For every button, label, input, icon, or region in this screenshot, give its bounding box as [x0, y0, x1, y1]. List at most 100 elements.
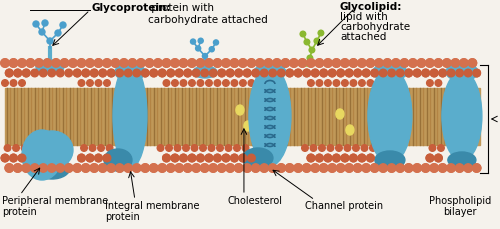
Circle shape — [358, 154, 366, 162]
Circle shape — [286, 164, 294, 172]
Text: protein: protein — [2, 207, 36, 217]
Circle shape — [318, 30, 324, 36]
Circle shape — [176, 69, 183, 77]
Circle shape — [358, 59, 366, 67]
Circle shape — [306, 59, 315, 67]
Circle shape — [333, 80, 340, 86]
Circle shape — [22, 69, 30, 77]
Circle shape — [332, 59, 340, 67]
Circle shape — [230, 154, 238, 162]
Circle shape — [371, 69, 378, 77]
Circle shape — [300, 31, 306, 37]
Circle shape — [14, 164, 22, 172]
Circle shape — [456, 69, 464, 77]
Circle shape — [328, 164, 336, 172]
Circle shape — [89, 145, 96, 151]
Circle shape — [22, 164, 30, 172]
Circle shape — [180, 80, 187, 86]
Circle shape — [103, 59, 111, 67]
Circle shape — [112, 59, 120, 67]
Circle shape — [414, 69, 421, 77]
Circle shape — [107, 164, 116, 172]
Circle shape — [332, 154, 340, 162]
Circle shape — [133, 69, 140, 77]
Bar — [5, 88, 480, 145]
Circle shape — [18, 80, 26, 86]
Circle shape — [74, 69, 81, 77]
Circle shape — [39, 29, 45, 35]
Circle shape — [200, 164, 209, 172]
Circle shape — [99, 69, 106, 77]
Circle shape — [304, 39, 310, 45]
Circle shape — [358, 80, 365, 86]
Circle shape — [18, 154, 26, 162]
Circle shape — [132, 164, 141, 172]
Circle shape — [204, 59, 213, 67]
Text: protein: protein — [105, 212, 140, 222]
Circle shape — [362, 164, 370, 172]
Ellipse shape — [346, 125, 354, 135]
Circle shape — [400, 59, 408, 67]
Circle shape — [396, 164, 404, 172]
Circle shape — [294, 69, 302, 77]
Circle shape — [247, 59, 256, 67]
Circle shape — [252, 69, 260, 77]
Circle shape — [290, 59, 298, 67]
Circle shape — [222, 80, 229, 86]
Circle shape — [124, 69, 132, 77]
Circle shape — [345, 164, 354, 172]
Circle shape — [472, 164, 481, 172]
Text: Cholesterol: Cholesterol — [228, 196, 283, 206]
Circle shape — [341, 154, 348, 162]
Circle shape — [56, 69, 64, 77]
Circle shape — [336, 145, 342, 151]
Circle shape — [52, 59, 60, 67]
Circle shape — [99, 69, 106, 77]
Circle shape — [243, 164, 252, 172]
Circle shape — [60, 59, 68, 67]
Circle shape — [10, 59, 18, 67]
Circle shape — [10, 80, 17, 86]
Circle shape — [388, 164, 396, 172]
Circle shape — [1, 154, 9, 162]
Ellipse shape — [244, 121, 252, 131]
Circle shape — [86, 59, 94, 67]
Circle shape — [80, 145, 87, 151]
Circle shape — [137, 59, 145, 67]
Text: Phospholipid: Phospholipid — [429, 196, 491, 206]
Circle shape — [327, 145, 334, 151]
Circle shape — [198, 38, 203, 43]
Circle shape — [464, 69, 472, 77]
Ellipse shape — [34, 157, 70, 179]
Circle shape — [256, 59, 264, 67]
Circle shape — [396, 69, 404, 77]
Circle shape — [216, 145, 224, 151]
Circle shape — [214, 154, 221, 162]
Circle shape — [302, 164, 311, 172]
Circle shape — [44, 59, 52, 67]
Circle shape — [150, 164, 158, 172]
Circle shape — [447, 164, 456, 172]
Circle shape — [380, 69, 387, 77]
Circle shape — [243, 164, 252, 172]
Circle shape — [226, 164, 234, 172]
Ellipse shape — [446, 63, 478, 81]
Ellipse shape — [249, 66, 291, 166]
Circle shape — [214, 80, 220, 86]
Circle shape — [451, 59, 460, 67]
Circle shape — [310, 145, 317, 151]
Circle shape — [94, 154, 102, 162]
Circle shape — [107, 164, 116, 172]
Circle shape — [103, 154, 111, 162]
Circle shape — [362, 164, 370, 172]
Circle shape — [448, 69, 455, 77]
Circle shape — [14, 69, 22, 77]
Circle shape — [312, 69, 319, 77]
Circle shape — [158, 69, 166, 77]
Circle shape — [328, 164, 336, 172]
Circle shape — [60, 59, 68, 67]
Circle shape — [286, 69, 294, 77]
Circle shape — [176, 69, 183, 77]
Circle shape — [464, 164, 472, 172]
Text: Glycoprotein:: Glycoprotein: — [92, 3, 172, 13]
